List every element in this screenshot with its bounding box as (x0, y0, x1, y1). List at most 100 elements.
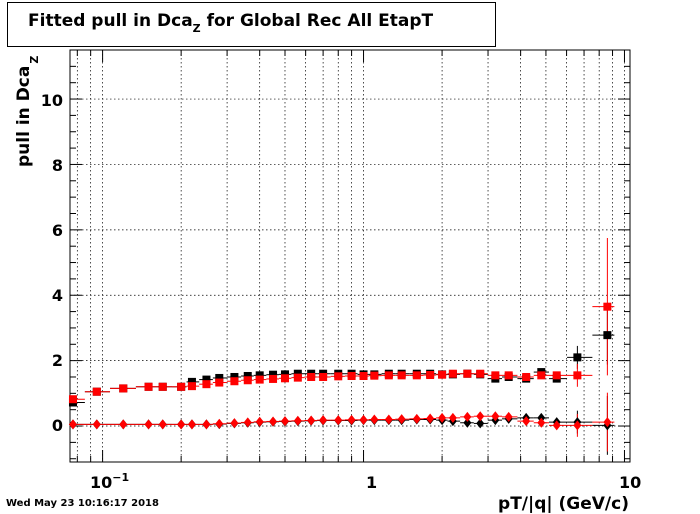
data-point-diamond-red (522, 416, 531, 427)
axis-ticks (70, 50, 630, 462)
data-point-square-red (537, 371, 546, 380)
data-point-diamond-red (243, 417, 252, 428)
data-point-square-black (269, 370, 278, 379)
data-point-diamond-red (491, 411, 500, 422)
data-point-square-red (177, 382, 186, 391)
data-point-diamond-red (476, 411, 485, 422)
data-point-diamond-red (177, 419, 186, 430)
data-point-diamond-red (334, 415, 343, 426)
data-point-square-red (603, 302, 612, 311)
data-point-square-red (215, 378, 224, 387)
data-point-square-red (491, 371, 500, 380)
data-point-square-black (187, 377, 196, 386)
data-point-square-red (438, 370, 447, 379)
y-tick-label-0: 0 (52, 416, 63, 435)
data-point-square-red (552, 371, 561, 380)
data-point-diamond-black (476, 418, 485, 429)
data-point-square-red (158, 382, 167, 391)
data-point-square-red (522, 372, 531, 381)
data-point-square-red (293, 373, 302, 382)
data-point-square-red (476, 369, 485, 378)
data-point-square-black (202, 375, 211, 384)
plot-frame (69, 49, 631, 463)
data-point-square-black (573, 353, 582, 362)
data-point-square-red (230, 377, 239, 386)
data-point-diamond-red (463, 411, 472, 422)
data-point-diamond-red (397, 414, 406, 425)
data-point-square-red (255, 375, 264, 384)
data-point-square-red (307, 372, 316, 381)
grid-lines (70, 50, 630, 462)
data-point-square-red (347, 372, 356, 381)
data-point-square-red (319, 372, 328, 381)
data-point-diamond-red (438, 412, 447, 423)
y-tick-label-8: 8 (52, 156, 63, 175)
data-point-diamond-red (280, 416, 289, 427)
data-point-diamond-red (92, 419, 101, 430)
data-point-square-red (334, 372, 343, 381)
data-point-square-black (603, 331, 612, 340)
data-point-square-red (144, 382, 153, 391)
data-point-diamond-red (215, 418, 224, 429)
data-point-diamond-red (426, 413, 435, 424)
data-point-diamond-red (412, 413, 421, 424)
data-point-diamond-red (573, 420, 582, 431)
data-point-square-red (504, 371, 513, 380)
title-subscript: Z (192, 22, 201, 35)
data-point-square-red (202, 380, 211, 389)
chart-title-box: Fitted pull in DcaZ for Global Rec All E… (7, 2, 496, 47)
data-point-square-red (92, 387, 101, 396)
x-axis-title: pT/|q| (GeV/c) (498, 494, 629, 514)
timestamp: Wed May 23 10:16:17 2018 (6, 498, 159, 509)
data-point-diamond-red (552, 420, 561, 431)
data-point-diamond-red (448, 412, 457, 423)
data-point-square-red (412, 371, 421, 380)
data-point-square-black (230, 372, 239, 381)
data-point-square-red (359, 372, 368, 381)
data-point-diamond-red (269, 416, 278, 427)
data-point-square-red (119, 384, 128, 393)
data-point-diamond-red (319, 415, 328, 426)
data-point-square-red (448, 369, 457, 378)
data-point-diamond-red (347, 414, 356, 425)
x-tick-label-10: 10 (619, 473, 641, 492)
y-tick-label-4: 4 (52, 286, 63, 305)
x-tick-label-0.1: 10−1 (90, 471, 129, 492)
data-point-square-red (463, 369, 472, 378)
data-point-diamond-black (463, 417, 472, 428)
data-point-square-black (243, 372, 252, 381)
data-point-square-red (573, 371, 582, 380)
data-point-square-red (426, 371, 435, 380)
y-axis-title: pull in DcaZ (14, 56, 41, 167)
data-point-diamond-red (230, 418, 239, 429)
data-point-diamond-red (537, 417, 546, 428)
data-point-diamond-red (603, 417, 612, 428)
x-tick-label-1: 1 (366, 473, 377, 492)
data-markers (68, 302, 612, 431)
data-point-diamond-red (202, 419, 211, 430)
data-point-diamond-red (255, 416, 264, 427)
data-point-square-red (269, 374, 278, 383)
data-point-diamond-red (158, 419, 167, 430)
data-point-diamond-red (384, 414, 393, 425)
data-point-diamond-red (144, 419, 153, 430)
data-point-diamond-red (307, 415, 316, 426)
data-point-square-red (397, 371, 406, 380)
data-point-diamond-red (359, 414, 368, 425)
data-point-diamond-red (293, 415, 302, 426)
data-point-square-red (187, 382, 196, 391)
data-point-square-red (243, 376, 252, 385)
y-tick-label-10: 10 (41, 91, 63, 110)
title-main: Fitted pull in Dca (28, 11, 193, 31)
title-rest: for Global Rec All EtapT (200, 11, 434, 31)
data-point-square-black (215, 373, 224, 382)
data-point-square-red (384, 371, 393, 380)
chart-title: Fitted pull in DcaZ for Global Rec All E… (28, 11, 434, 35)
y-tick-label-6: 6 (52, 221, 63, 240)
data-point-square-red (68, 395, 77, 404)
data-point-square-black (255, 371, 264, 380)
data-point-diamond-red (119, 419, 128, 430)
data-point-diamond-red (370, 414, 379, 425)
y-tick-label-2: 2 (52, 351, 63, 370)
